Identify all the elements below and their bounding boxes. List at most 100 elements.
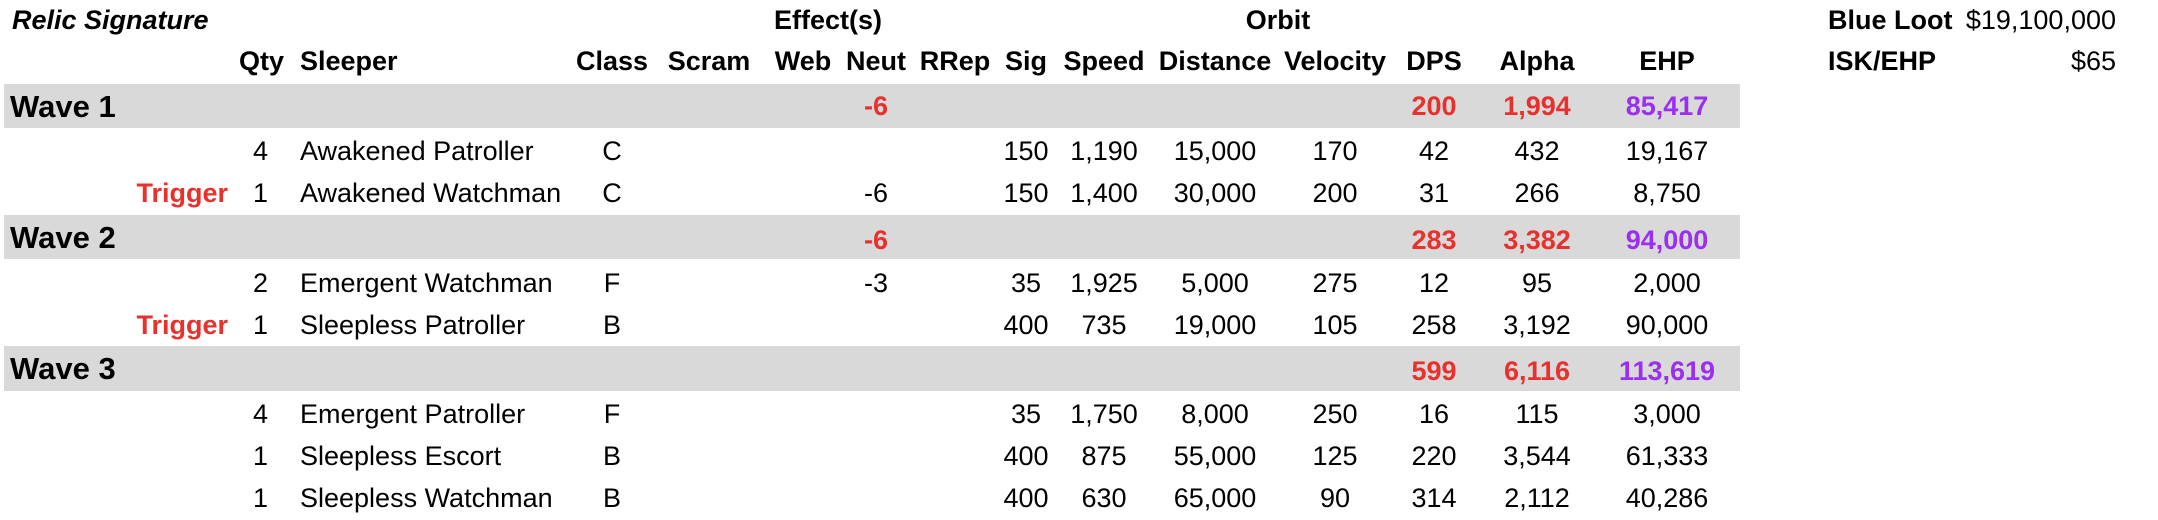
alpha-cell: 95 [1521,268,1553,298]
speed-cell: 1,400 [1070,178,1138,208]
sig-cell: 400 [1003,441,1049,471]
class-cell: F [603,399,621,429]
alpha-cell: 2,112 [1504,483,1570,513]
wave-1-alpha: 1,994 [1503,91,1571,121]
sig-cell: 400 [1003,310,1049,340]
neut-cell: -6 [863,178,889,208]
velocity-cell: 90 [1319,483,1351,513]
class-cell: F [603,268,621,298]
dps-cell: 220 [1411,441,1457,471]
dps-cell: 12 [1418,268,1450,298]
wave-3-label: Wave 3 [10,351,116,386]
col-header-velocity: Velocity [1283,46,1387,76]
isk-ehp-value: $65 [2070,46,2116,76]
col-header-neut: Neut [846,46,906,76]
class-cell: B [602,310,622,340]
ehp-cell: 2,000 [1633,268,1701,298]
ehp-cell: 40,286 [1625,483,1709,513]
wave-2-ehp: 94,000 [1625,225,1709,255]
wave-3-band [4,346,1740,391]
col-header-class: Class [575,46,649,76]
class-cell: B [602,483,622,513]
qty-cell: 1 [252,310,268,340]
col-header-dps: DPS [1406,46,1462,76]
qty-cell: 1 [252,483,268,513]
col-header-web: Web [774,46,832,76]
ehp-cell: 19,167 [1625,136,1709,166]
alpha-cell: 266 [1514,178,1560,208]
velocity-cell: 125 [1312,441,1358,471]
velocity-cell: 170 [1312,136,1358,166]
blue-loot-label: Blue Loot [1828,5,1953,35]
distance-cell: 8,000 [1181,399,1249,429]
col-header-ehp: EHP [1639,46,1695,76]
sleeper-cell: Awakened Watchman [300,178,562,208]
wave-2-neut: -6 [863,225,889,255]
wave-1-label: Wave 1 [10,89,116,124]
sheet-title: Relic Signature [12,5,209,35]
distance-cell: 5,000 [1181,268,1249,298]
class-cell: C [602,136,622,166]
col-header-qty: Qty [238,46,284,76]
speed-cell: 1,190 [1070,136,1138,166]
velocity-cell: 200 [1312,178,1358,208]
speed-cell: 1,925 [1070,268,1138,298]
trigger-label: Trigger [136,310,228,340]
dps-cell: 42 [1418,136,1450,166]
distance-cell: 19,000 [1173,310,1257,340]
sig-cell: 150 [1003,136,1049,166]
speed-cell: 875 [1081,441,1127,471]
distance-cell: 55,000 [1173,441,1257,471]
sleeper-cell: Sleepless Escort [300,441,502,471]
alpha-cell: 432 [1514,136,1560,166]
qty-cell: 2 [252,268,268,298]
qty-cell: 1 [252,178,268,208]
sleeper-cell: Emergent Patroller [300,399,526,429]
class-cell: B [602,441,622,471]
wave-1-ehp: 85,417 [1625,91,1709,121]
alpha-cell: 3,544 [1503,441,1571,471]
dps-cell: 31 [1418,178,1450,208]
qty-cell: 4 [252,399,268,429]
col-header-alpha: Alpha [1499,46,1575,76]
qty-cell: 1 [252,441,268,471]
wave-2-dps: 283 [1411,225,1457,255]
wave-1-band [4,84,1740,128]
distance-cell: 15,000 [1173,136,1257,166]
ehp-cell: 8,750 [1633,178,1701,208]
sleeper-cell: Sleepless Patroller [300,310,526,340]
sleeper-cell: Awakened Patroller [300,136,534,166]
distance-cell: 65,000 [1173,483,1257,513]
alpha-cell: 3,192 [1503,310,1571,340]
wave-2-band [4,215,1740,259]
sleeper-cell: Emergent Watchman [300,268,553,298]
dps-cell: 258 [1411,310,1457,340]
speed-cell: 735 [1081,310,1127,340]
col-header-rrep: RRep [919,46,991,76]
wave-3-dps: 599 [1411,356,1457,386]
speed-cell: 630 [1081,483,1127,513]
wave-2-alpha: 3,382 [1503,225,1571,255]
col-header-distance: Distance [1158,46,1272,76]
orbit-group-header: Orbit [1245,5,1311,35]
velocity-cell: 105 [1312,310,1358,340]
wave-2-label: Wave 2 [10,220,116,255]
sig-cell: 150 [1003,178,1049,208]
distance-cell: 30,000 [1173,178,1257,208]
velocity-cell: 275 [1312,268,1358,298]
effects-group-header: Effect(s) [773,5,883,35]
sig-cell: 400 [1003,483,1049,513]
sig-cell: 35 [1010,268,1042,298]
isk-ehp-label: ISK/EHP [1828,46,1937,76]
neut-cell: -3 [863,268,889,298]
speed-cell: 1,750 [1070,399,1138,429]
sig-cell: 35 [1010,399,1042,429]
dps-cell: 16 [1418,399,1450,429]
dps-cell: 314 [1411,483,1457,513]
velocity-cell: 250 [1312,399,1358,429]
sleeper-cell: Sleepless Watchman [300,483,553,513]
wave-1-neut: -6 [863,91,889,121]
class-cell: C [602,178,622,208]
blue-loot-value: $19,100,000 [1965,5,2116,35]
trigger-label: Trigger [136,178,228,208]
